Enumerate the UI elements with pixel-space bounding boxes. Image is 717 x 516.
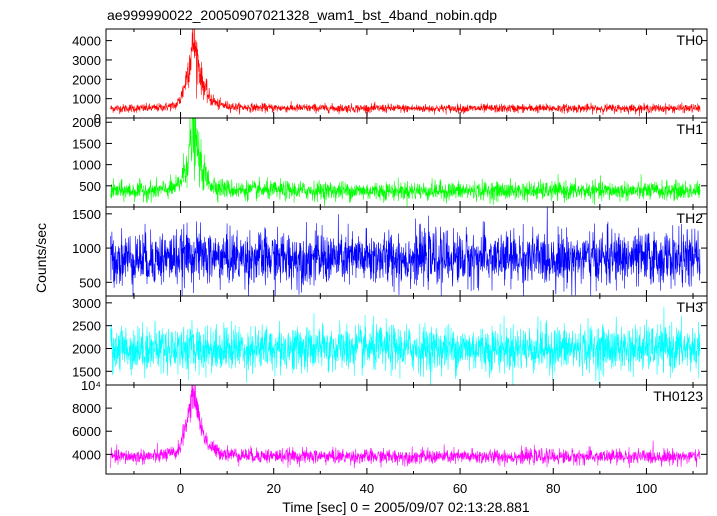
y-tick-label-th0: 4000	[72, 34, 101, 49]
panel-frame-th0123	[105, 384, 708, 475]
y-tick-label-th3: 3000	[72, 296, 101, 311]
x-tick-label: 100	[636, 481, 658, 496]
x-tick-label: 80	[546, 481, 560, 496]
panel-th3: TH3 1500 2000 2500 3000	[72, 295, 708, 386]
x-tick-label: 20	[266, 481, 280, 496]
panels-group: TH001000200030004000TH1500100015002000TH…	[72, 28, 708, 496]
panel-label-th2: TH2	[677, 210, 704, 226]
y-tick-label-th0123: 10⁴	[81, 378, 101, 393]
panel-label-th0: TH0	[677, 32, 704, 48]
y-tick-label-th3: 2500	[72, 319, 101, 334]
panel-th0123: TH0123 4000 6000 8000 10⁴	[72, 378, 708, 475]
x-tick-label: 60	[453, 481, 467, 496]
y-tick-label-th0123: 4000	[72, 447, 101, 462]
panel-th2: TH2 500 1000 1500	[72, 206, 708, 297]
panel-label-th0123: TH0123	[653, 388, 703, 404]
y-tick-label-th0123: 8000	[72, 401, 101, 416]
y-tick-label-th1: 1500	[72, 136, 101, 151]
series-line-th3	[110, 307, 701, 385]
panel-label-th3: TH3	[677, 299, 704, 315]
y-tick-label-th0: 1000	[72, 92, 101, 107]
chart-title: ae999990022_20050907021328_wam1_bst_4ban…	[107, 7, 497, 23]
y-tick-label-th0: 3000	[72, 53, 101, 68]
x-tick-label: 0	[177, 481, 184, 496]
x-tick-label: 40	[360, 481, 374, 496]
y-tick-label-th2: 500	[79, 275, 101, 290]
y-tick-label-th2: 1000	[72, 241, 101, 256]
panel-th1: TH1 500 1000 1500 2000	[72, 115, 708, 208]
panel-label-th1: TH1	[677, 121, 704, 137]
y-tick-label-th1: 500	[79, 179, 101, 194]
panel-th0: TH0 0 1000 2000 3000 4000	[72, 28, 708, 126]
y-tick-label-th0: 0	[94, 111, 101, 126]
y-tick-label-th0: 2000	[72, 72, 101, 87]
y-axis-label: Counts/sec	[33, 223, 49, 293]
series-line-th0	[110, 29, 701, 117]
y-tick-label-th1: 2000	[72, 115, 101, 130]
y-tick-label-th1: 1000	[72, 158, 101, 173]
series-line-th2	[110, 207, 701, 296]
x-axis-label: Time [sec] 0 = 2005/09/07 02:13:28.881	[282, 499, 530, 515]
y-tick-label-th2: 1500	[72, 207, 101, 222]
y-tick-label-th3: 1500	[72, 364, 101, 379]
series-line-th0123	[110, 385, 701, 469]
y-tick-label-th0123: 6000	[72, 424, 101, 439]
y-tick-label-th3: 2000	[72, 341, 101, 356]
series-line-th1	[110, 118, 701, 207]
